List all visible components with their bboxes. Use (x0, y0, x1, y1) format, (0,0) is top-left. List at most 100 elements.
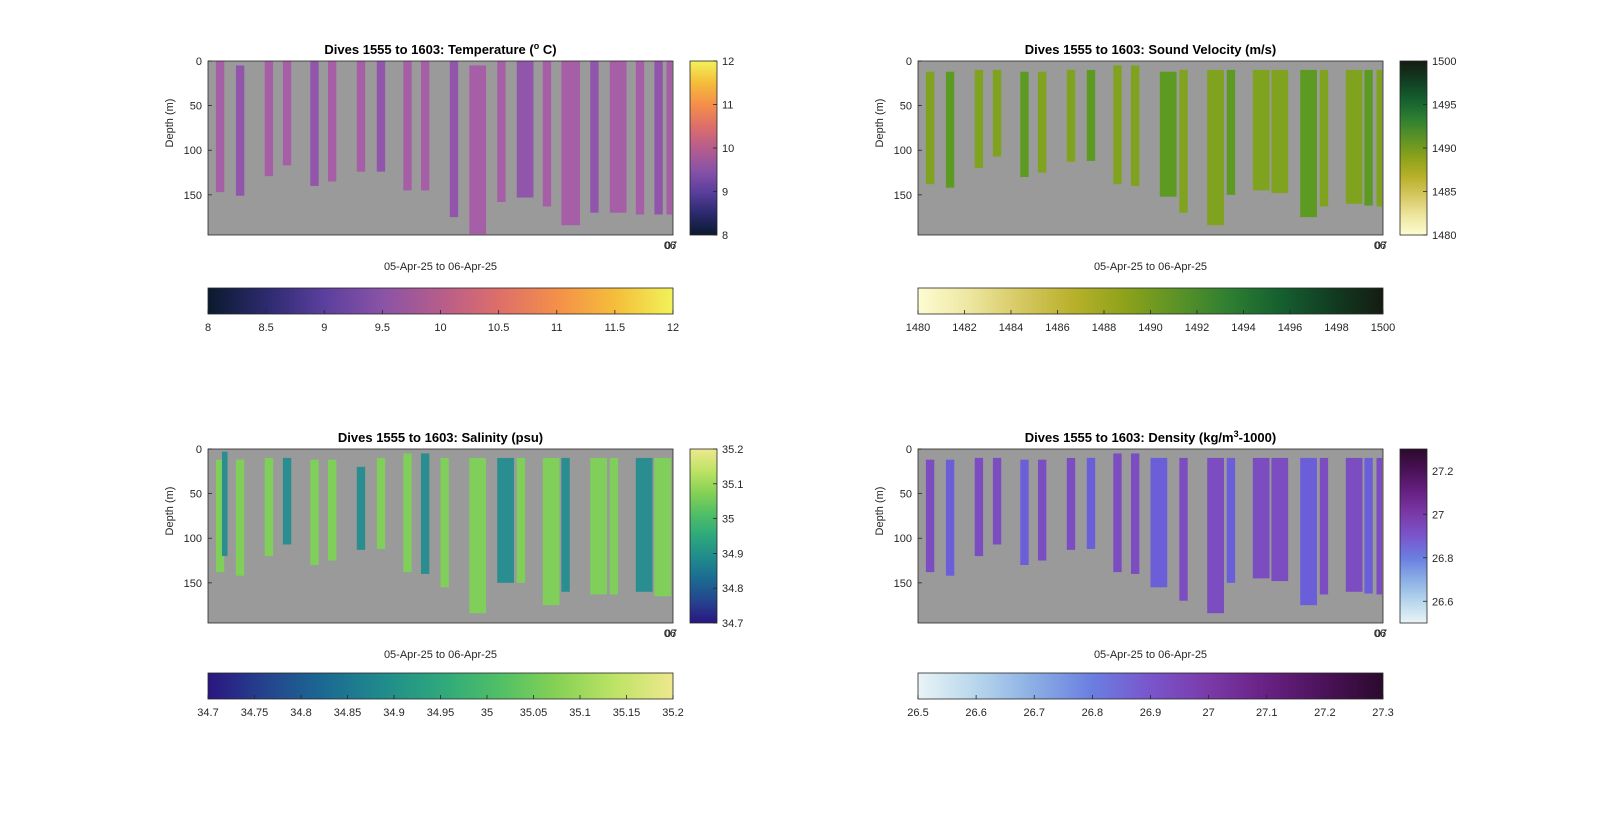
dive-profile (974, 457, 984, 557)
dive-profile (403, 453, 412, 573)
dive-profile (469, 457, 487, 614)
dive-profile (327, 61, 337, 182)
colorbar-bottom-label: 11 (551, 322, 562, 334)
colorbar-bottom-label: 10.5 (488, 322, 509, 334)
dive-profile (1252, 69, 1270, 191)
x-axis-label: 05-Apr-25 to 06-Apr-25 (1094, 649, 1207, 661)
dive-profile (420, 61, 430, 191)
y-tick-label: 150 (894, 190, 912, 202)
colorbar-bottom-label: 27 (1203, 707, 1215, 719)
colorbar-bottom-label: 1496 (1278, 322, 1302, 334)
colorbar-bottom-label: 9 (321, 322, 327, 334)
dive-profile (945, 71, 955, 188)
dive-profile (1319, 457, 1329, 595)
x-tick-label: 07 (1375, 240, 1387, 252)
colorbar-bottom-label: 34.7 (197, 707, 218, 719)
colorbar-right-label: 35 (722, 514, 734, 526)
dive-profile (1364, 457, 1373, 594)
dive-profile (1066, 457, 1076, 550)
y-tick-label: 100 (894, 533, 912, 545)
dive-profile (1113, 65, 1122, 185)
colorbar-bottom-label: 12 (667, 322, 679, 334)
dive-profile (420, 453, 430, 574)
dive-profile (282, 61, 292, 166)
colorbar-bottom-label: 35.1 (569, 707, 590, 719)
dive-profile (561, 457, 570, 592)
dive-profile (666, 61, 673, 215)
dive-profile (635, 457, 653, 592)
axes-frame (917, 448, 1384, 624)
colorbar-bottom-label: 34.95 (427, 707, 455, 719)
y-tick-label: 100 (184, 533, 202, 545)
colorbar-bottom-label: 8 (205, 322, 211, 334)
dive-profile (1086, 457, 1096, 549)
colorbar-right-label: 27 (1432, 509, 1444, 521)
dive-profile (992, 457, 1002, 545)
colorbar-bottom-label: 1484 (999, 322, 1023, 334)
dive-profile (1037, 71, 1047, 173)
colorbar-bottom-label: 34.9 (383, 707, 404, 719)
dive-profile (609, 457, 619, 595)
dive-profile (469, 65, 487, 235)
colorbar-right-label: 11 (722, 100, 733, 112)
colorbar-bottom-label: 34.75 (241, 707, 269, 719)
colorbar-bottom-label: 26.5 (907, 707, 928, 719)
dive-profile (1364, 69, 1373, 206)
dive-profile (1207, 69, 1224, 226)
y-axis-label: Depth (m) (874, 99, 886, 148)
dive-profile (1252, 457, 1270, 579)
y-tick-label: 50 (900, 489, 912, 501)
colorbar-right-label: 35.1 (722, 479, 743, 491)
colorbar-right-label: 1490 (1432, 143, 1456, 155)
panel-2: Dives 1555 to 1603: Sound Velocity (m/s)… (874, 42, 1456, 334)
y-tick-label: 50 (190, 489, 202, 501)
panel-1: Dives 1555 to 1603: Temperature (o C) 0 50… (164, 41, 734, 334)
colorbar-right-label: 26.6 (1432, 596, 1453, 608)
y-tick-label: 0 (906, 56, 912, 68)
colorbar-bottom-label: 1488 (1092, 322, 1116, 334)
colorbar-bottom (917, 287, 1384, 315)
dive-profile (356, 466, 366, 550)
y-tick-label: 50 (900, 101, 912, 113)
x-axis-label: 05-Apr-25 to 06-Apr-25 (384, 261, 497, 273)
dive-profile (310, 61, 319, 186)
colorbar-right-label: 1500 (1432, 56, 1456, 68)
y-tick-label: 0 (906, 444, 912, 456)
dive-profile (497, 457, 514, 583)
panel-4: Dives 1555 to 1603: Density (kg/m3-1000)… (874, 429, 1453, 719)
colorbar-right-label: 8 (722, 230, 728, 242)
dive-profile (327, 459, 337, 561)
x-tick-label: 06 (1374, 240, 1386, 252)
y-tick-label: 100 (894, 145, 912, 157)
y-tick-label: 0 (196, 56, 202, 68)
x-tick-label: 07 (1375, 628, 1387, 640)
colorbar-bottom-label: 1498 (1324, 322, 1348, 334)
dive-profile (1020, 459, 1029, 565)
colorbar-bottom-label: 1480 (906, 322, 930, 334)
colorbar-right-label: 34.9 (722, 548, 743, 560)
dive-profile (516, 457, 526, 583)
dive-profile (1086, 69, 1096, 161)
chart-title: Dives 1555 to 1603: Salinity (psu) (338, 430, 543, 445)
colorbar-right (1399, 60, 1428, 236)
dive-profile (1300, 457, 1317, 606)
dive-profile (590, 61, 599, 213)
colorbar-bottom (207, 287, 674, 315)
y-tick-label: 150 (184, 190, 202, 202)
colorbar-bottom-label: 26.8 (1082, 707, 1103, 719)
dive-profile (654, 61, 663, 215)
dive-profile (403, 61, 412, 191)
x-tick-label: 06 (664, 240, 676, 252)
dive-profile (1376, 69, 1383, 207)
colorbar-right-label: 12 (722, 56, 734, 68)
dive-profile (1130, 65, 1140, 186)
colorbar-bottom-label: 11.5 (605, 322, 626, 334)
dive-profile (221, 451, 228, 557)
y-axis-label: Depth (m) (164, 99, 176, 148)
x-tick-label: 06 (664, 628, 676, 640)
dive-profile (992, 69, 1002, 157)
colorbar-right-label: 1480 (1432, 230, 1456, 242)
colorbar-bottom-label: 1492 (1185, 322, 1209, 334)
dive-profile (215, 61, 225, 193)
